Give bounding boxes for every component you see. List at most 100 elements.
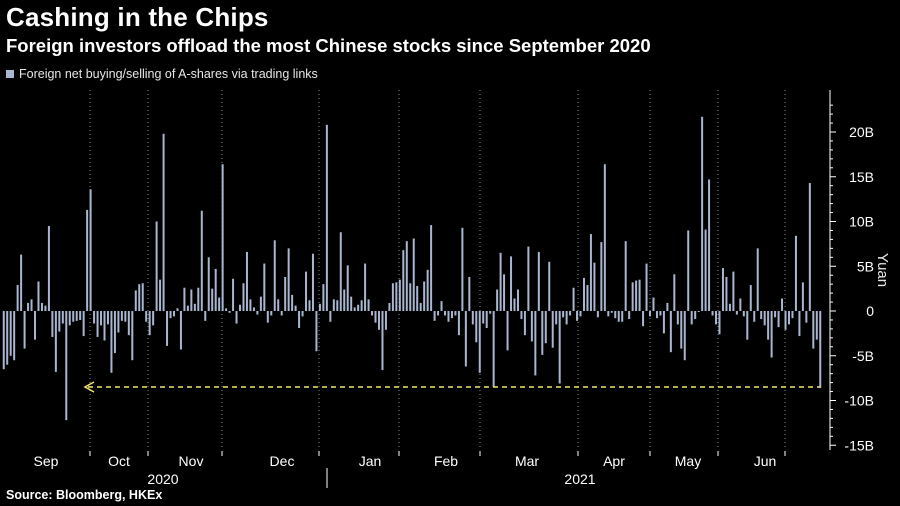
bar bbox=[794, 235, 797, 311]
bar bbox=[245, 251, 248, 311]
bar bbox=[607, 311, 610, 317]
bar bbox=[311, 253, 314, 311]
bar bbox=[784, 311, 787, 330]
bar bbox=[819, 311, 822, 388]
year-labels: 2020 2021 bbox=[147, 468, 596, 488]
bar bbox=[621, 311, 624, 322]
bar bbox=[325, 124, 328, 311]
bar bbox=[239, 304, 242, 311]
bar bbox=[739, 298, 742, 311]
bar bbox=[298, 311, 301, 328]
bar bbox=[444, 311, 447, 316]
bar bbox=[513, 298, 516, 311]
bar bbox=[221, 164, 224, 311]
bar bbox=[676, 311, 679, 325]
bar bbox=[562, 311, 565, 318]
y-tick-label: -10B bbox=[844, 393, 874, 409]
bar bbox=[204, 311, 207, 321]
bar bbox=[82, 311, 85, 337]
bar bbox=[572, 287, 575, 311]
bar bbox=[329, 311, 332, 322]
bar bbox=[694, 311, 697, 320]
bar bbox=[805, 311, 808, 323]
bar bbox=[690, 311, 693, 325]
bar bbox=[127, 311, 130, 336]
annotation-arrowhead bbox=[83, 381, 95, 393]
bar bbox=[628, 311, 631, 320]
bar bbox=[263, 263, 266, 311]
bar bbox=[266, 311, 269, 323]
bar bbox=[284, 276, 287, 311]
bar bbox=[485, 311, 488, 328]
bar bbox=[423, 281, 426, 311]
bar bbox=[708, 179, 711, 311]
bar bbox=[746, 311, 749, 340]
bar bbox=[106, 311, 109, 325]
bar bbox=[815, 311, 818, 340]
bar bbox=[291, 294, 294, 311]
bar bbox=[638, 279, 641, 311]
bar bbox=[343, 289, 346, 311]
bar bbox=[715, 311, 718, 325]
month-label: Oct bbox=[108, 453, 130, 469]
bar bbox=[718, 311, 721, 335]
bar bbox=[214, 268, 217, 311]
bar bbox=[635, 280, 638, 311]
bar bbox=[728, 303, 731, 311]
bar bbox=[468, 276, 471, 311]
bar bbox=[687, 230, 690, 311]
bar bbox=[228, 311, 231, 313]
bar bbox=[642, 311, 645, 327]
month-label: Jun bbox=[754, 453, 777, 469]
bar bbox=[159, 279, 162, 311]
bar bbox=[812, 311, 815, 349]
month-label: Mar bbox=[515, 453, 539, 469]
bar bbox=[75, 311, 78, 321]
bar bbox=[760, 311, 763, 320]
bar bbox=[113, 311, 116, 354]
bar bbox=[777, 311, 780, 328]
bar bbox=[555, 311, 558, 325]
bar bbox=[704, 229, 707, 311]
bar bbox=[617, 311, 620, 322]
bar bbox=[259, 296, 262, 311]
bar bbox=[756, 248, 759, 311]
bar bbox=[44, 305, 47, 311]
bar bbox=[367, 299, 370, 311]
bar bbox=[440, 301, 443, 311]
bar bbox=[419, 302, 422, 311]
bar bbox=[61, 311, 64, 324]
bar bbox=[134, 290, 137, 311]
bar bbox=[218, 297, 221, 311]
bar bbox=[447, 311, 450, 322]
bar bbox=[503, 274, 506, 311]
bar bbox=[548, 261, 551, 311]
bar bbox=[409, 283, 412, 311]
bar bbox=[20, 254, 23, 311]
bar bbox=[190, 289, 193, 311]
bar bbox=[725, 276, 728, 311]
bar bbox=[430, 225, 433, 311]
bar bbox=[450, 311, 453, 319]
month-label: Jan bbox=[359, 453, 382, 469]
bar bbox=[388, 302, 391, 311]
bar bbox=[527, 246, 530, 311]
bar bbox=[593, 262, 596, 311]
bar bbox=[364, 263, 367, 311]
bar bbox=[551, 311, 554, 348]
bar bbox=[558, 311, 561, 384]
bar bbox=[34, 311, 37, 340]
bars bbox=[2, 116, 822, 421]
bar bbox=[673, 274, 676, 311]
bar bbox=[200, 210, 203, 311]
bar bbox=[79, 311, 82, 320]
bar bbox=[787, 311, 790, 325]
bar bbox=[669, 311, 672, 353]
bar bbox=[569, 311, 572, 316]
legend-label: Foreign net buying/selling of A-shares v… bbox=[19, 67, 318, 81]
bar bbox=[544, 311, 547, 344]
bar bbox=[402, 250, 405, 311]
bar bbox=[124, 311, 127, 322]
bar bbox=[360, 300, 363, 311]
